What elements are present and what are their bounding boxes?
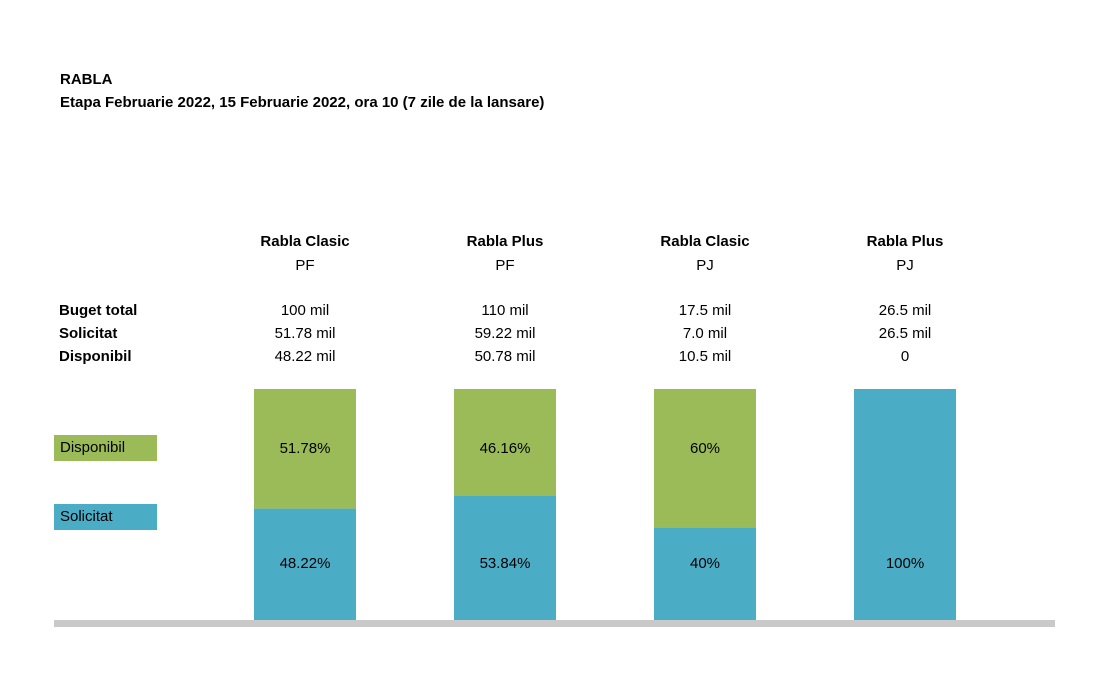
data-label-solicitat-3: 40% bbox=[690, 555, 720, 572]
data-label-disponibil-3: 60% bbox=[690, 440, 720, 457]
column-header-type-3: PJ bbox=[696, 257, 714, 274]
row-label-buget-total: Buget total bbox=[59, 302, 138, 319]
row-label-disponibil: Disponibil bbox=[59, 348, 132, 365]
bar-disponibil-2 bbox=[454, 389, 556, 496]
data-label-solicitat-2: 53.84% bbox=[480, 555, 531, 572]
row-label-solicitat: Solicitat bbox=[59, 325, 118, 342]
page-subtitle: Etapa Februarie 2022, 15 Februarie 2022,… bbox=[60, 94, 545, 111]
data-label-solicitat-1: 48.22% bbox=[280, 555, 331, 572]
cell-solicitat-2: 59.22 mil bbox=[474, 325, 536, 342]
cell-disponibil-1: 48.22 mil bbox=[274, 348, 336, 365]
column-header-program-3: Rabla Clasic bbox=[660, 233, 750, 250]
bar-solicitat-2 bbox=[454, 495, 556, 620]
cell-disponibil-3: 10.5 mil bbox=[678, 348, 732, 365]
column-header-program-4: Rabla Plus bbox=[866, 233, 944, 250]
bar-solicitat-3 bbox=[654, 527, 756, 620]
cell-buget-total-1: 100 mil bbox=[280, 302, 330, 319]
bar-solicitat-4 bbox=[854, 389, 956, 620]
chart-baseline bbox=[54, 620, 1055, 627]
legend-item-disponibil: Disponibil bbox=[54, 435, 157, 461]
bar-solicitat-1 bbox=[254, 508, 356, 620]
cell-solicitat-3: 7.0 mil bbox=[682, 325, 728, 342]
column-header-type-2: PF bbox=[495, 257, 515, 274]
legend-item-solicitat: Solicitat bbox=[54, 504, 157, 530]
data-label-solicitat-4: 100% bbox=[886, 555, 924, 572]
bar-disponibil-3 bbox=[654, 389, 756, 528]
cell-disponibil-4: 0 bbox=[900, 348, 910, 365]
data-label-disponibil-2: 46.16% bbox=[480, 440, 531, 457]
page-title: RABLA bbox=[60, 71, 113, 88]
column-header-program-1: Rabla Clasic bbox=[260, 233, 350, 250]
cell-buget-total-4: 26.5 mil bbox=[878, 302, 932, 319]
bar-disponibil-1 bbox=[254, 389, 356, 509]
cell-buget-total-2: 110 mil bbox=[481, 302, 529, 319]
cell-buget-total-3: 17.5 mil bbox=[678, 302, 732, 319]
cell-solicitat-4: 26.5 mil bbox=[878, 325, 932, 342]
cell-disponibil-2: 50.78 mil bbox=[474, 348, 536, 365]
column-header-type-4: PJ bbox=[896, 257, 914, 274]
column-header-program-2: Rabla Plus bbox=[466, 233, 544, 250]
column-header-type-1: PF bbox=[295, 257, 315, 274]
cell-solicitat-1: 51.78 mil bbox=[274, 325, 336, 342]
data-label-disponibil-1: 51.78% bbox=[280, 440, 331, 457]
